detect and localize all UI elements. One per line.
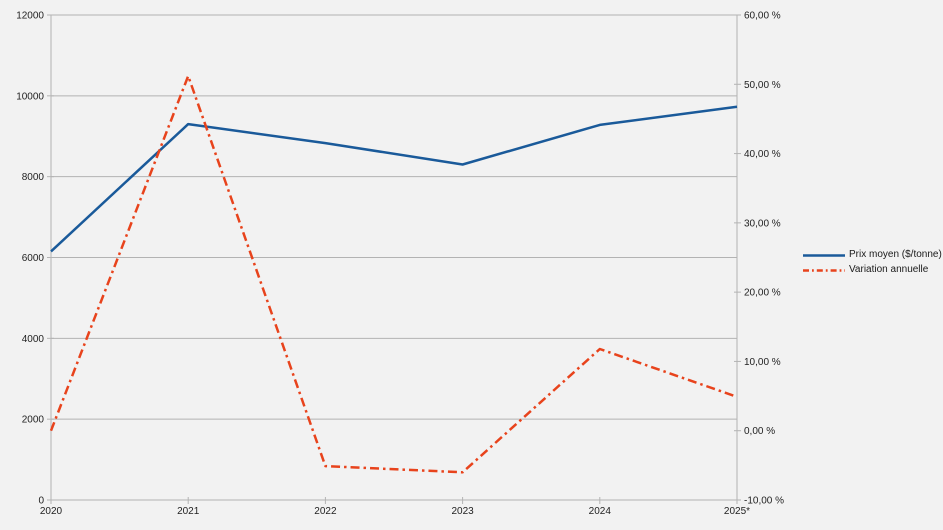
left-axis-tick-label: 2000 <box>22 415 45 426</box>
legend-item-prix-moyen[interactable]: Prix moyen ($/tonne) <box>803 249 942 261</box>
prix-moyen-line <box>50 105 738 253</box>
x-axis-tick-label: 2025* <box>724 506 750 517</box>
variation-annuelle-line <box>49 74 738 474</box>
x-axis-tick-label: 2020 <box>40 506 63 517</box>
legend-label-prix-moyen: Prix moyen ($/tonne) <box>849 249 942 260</box>
legend-line-sample-0 <box>803 253 845 257</box>
left-axis-tick-label: 8000 <box>22 172 45 183</box>
legend-label-variation: Variation annuelle <box>849 264 929 275</box>
right-axis-tick-label: 60,00 % <box>744 11 781 22</box>
right-axis-tick-label: 0,00 % <box>744 426 775 437</box>
right-axis-tick-label: 10,00 % <box>744 357 781 368</box>
chart-legend: Prix moyen ($/tonne) Variation annuelle <box>803 249 942 276</box>
x-axis-tick-label: 2024 <box>589 506 612 517</box>
left-axis-tick-label: 0 <box>38 496 44 507</box>
left-axis-tick-label: 6000 <box>22 253 45 264</box>
left-axis-tick-label: 12000 <box>16 11 44 22</box>
legend-item-variation[interactable]: Variation annuelle <box>803 264 942 276</box>
right-axis-tick-label: 20,00 % <box>744 288 781 299</box>
left-axis-tick-label: 4000 <box>22 334 45 345</box>
left-axis-tick-label: 10000 <box>16 91 44 102</box>
x-axis-tick-label: 2021 <box>177 506 200 517</box>
x-axis-tick-label: 2023 <box>451 506 474 517</box>
legend-line-sample-1 <box>803 268 845 272</box>
right-axis-tick-label: 30,00 % <box>744 218 781 229</box>
x-axis-tick-label: 2022 <box>314 506 337 517</box>
right-axis-tick-label: 50,00 % <box>744 80 781 91</box>
right-axis-tick-label: 40,00 % <box>744 149 781 160</box>
right-axis-tick-label: -10,00 % <box>744 496 784 507</box>
